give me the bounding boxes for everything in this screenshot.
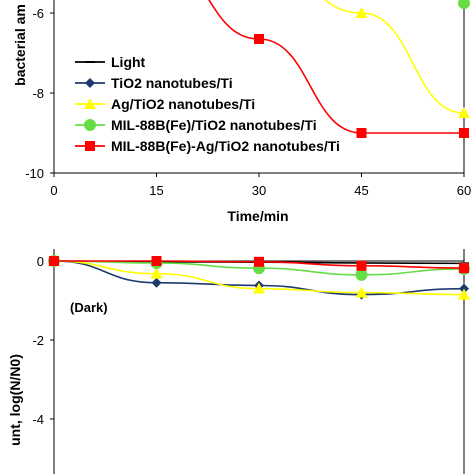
data-point-4 <box>356 260 367 271</box>
x-tick-label: 0 <box>50 183 57 198</box>
dark-annotation: (Dark) <box>70 300 108 315</box>
x-tick-label: 45 <box>354 183 368 198</box>
y-tick-label: 0 <box>37 254 44 269</box>
x-tick-label: 15 <box>149 183 163 198</box>
bottom-ylabel: unt, log(N/N0) <box>7 354 23 446</box>
data-point-4 <box>254 256 264 267</box>
data-point-2 <box>150 267 163 279</box>
top-panel: bacterial am Time/min -6 -8 -10 0 15 30 45 60 <box>12 0 471 224</box>
series-line-4 <box>208 0 464 134</box>
legend-marker-2 <box>84 98 96 109</box>
x-tick-label: 30 <box>252 183 266 198</box>
y-tick-label: -4 <box>32 412 44 427</box>
data-point-4 <box>49 256 59 266</box>
legend-marker-1 <box>85 78 95 88</box>
data-point-2 <box>458 107 470 118</box>
y-tick-label: -10 <box>25 166 44 181</box>
legend-label-2: Ag/TiO2 nanotubes/Ti <box>111 96 255 112</box>
legend-label-3: MIL-88B(Fe)/TiO2 nanotubes/Ti <box>111 117 317 133</box>
bottom-panel: unt, log(N/N0) (Dark) 0 -2 -4 <box>7 249 470 474</box>
data-point-2 <box>458 288 470 300</box>
legend-marker-4 <box>85 141 95 151</box>
data-point-4 <box>151 256 162 266</box>
y-tick-label: -8 <box>32 86 44 101</box>
top-xlabel: Time/min <box>227 208 288 224</box>
data-point-2 <box>253 282 265 294</box>
legend-label-0: Light <box>111 54 146 70</box>
data-point-3 <box>458 0 470 9</box>
data-point-4 <box>459 263 469 274</box>
top-ylabel: bacterial am <box>12 4 28 86</box>
y-tick-label: -6 <box>32 6 44 21</box>
data-point-4 <box>459 128 469 138</box>
data-point-2 <box>355 7 368 18</box>
legend-label-1: TiO2 nanotubes/Ti <box>111 75 233 91</box>
data-point-4 <box>356 128 367 138</box>
x-tick-label: 60 <box>457 183 471 198</box>
legend-marker-3 <box>84 119 96 131</box>
legend: Light TiO2 nanotubes/Ti Ag/TiO2 nanotubes/… <box>75 54 340 154</box>
plot-area <box>48 255 470 300</box>
data-point-4 <box>254 34 264 44</box>
legend-label-4: MIL-88B(Fe)-Ag/TiO2 nanotubes/Ti <box>111 138 340 154</box>
y-tick-label: -2 <box>32 333 44 348</box>
data-point-1 <box>151 277 162 288</box>
data-point-3 <box>355 268 368 281</box>
data-point-2 <box>355 286 368 298</box>
plot-area <box>208 0 470 138</box>
